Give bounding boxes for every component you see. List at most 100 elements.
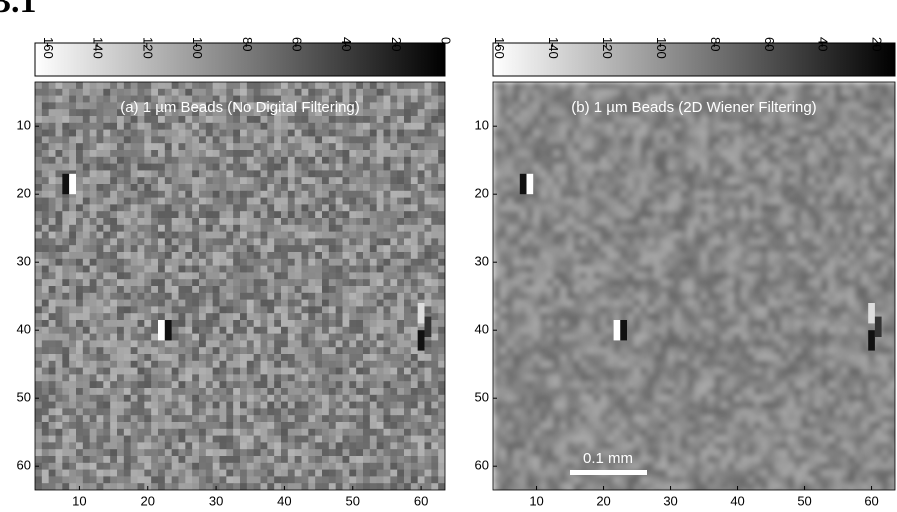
pixel (124, 490, 131, 497)
pixel (356, 469, 364, 477)
pixel (96, 476, 104, 484)
pixel (48, 374, 56, 382)
pixel (103, 408, 111, 416)
pixel (151, 442, 159, 450)
pixel (96, 449, 104, 457)
pixel (233, 143, 241, 151)
pixel (445, 300, 452, 307)
pixel (322, 415, 330, 423)
pixel (727, 95, 735, 103)
pixel (144, 354, 152, 362)
pixel (424, 184, 432, 192)
pixel (322, 469, 330, 477)
pixel (89, 109, 97, 117)
pixel (466, 347, 473, 354)
pixel (376, 415, 384, 423)
pixel (424, 483, 432, 490)
pixel (539, 129, 548, 137)
pixel (199, 150, 207, 158)
pixel (117, 82, 125, 90)
pixel (219, 313, 227, 321)
pixel (342, 313, 350, 321)
pixel (199, 184, 207, 192)
pixel (287, 354, 296, 362)
pixel (144, 456, 152, 464)
pixel (260, 102, 268, 110)
pixel (253, 320, 261, 328)
pixel (96, 116, 104, 124)
pixel (212, 231, 220, 239)
pixel (301, 422, 309, 430)
pixel (48, 469, 56, 477)
pixel (117, 156, 125, 165)
pixel (459, 463, 466, 470)
pixel (267, 95, 275, 103)
pixel (219, 129, 227, 137)
pixel (185, 388, 193, 396)
pixel (246, 435, 255, 443)
pixel (667, 143, 675, 151)
pixel (841, 156, 849, 165)
pixel (82, 252, 91, 260)
pixel (89, 360, 97, 369)
pixel (205, 88, 214, 97)
pixel (69, 462, 77, 471)
pixel (363, 204, 371, 212)
pixel (431, 286, 439, 294)
pixel (82, 197, 91, 205)
pixel (41, 143, 50, 151)
pixel (356, 95, 364, 103)
pixel (410, 143, 419, 151)
pixel (48, 299, 56, 307)
pixel (620, 143, 628, 151)
pixel (240, 286, 248, 294)
pixel (96, 299, 104, 307)
pixel (185, 252, 193, 260)
pixel (404, 231, 412, 239)
pixel (89, 469, 97, 477)
pixel (445, 143, 452, 150)
pixel (397, 170, 405, 178)
pixel (192, 374, 200, 382)
pixel (171, 435, 179, 443)
pixel (349, 333, 357, 341)
pixel (315, 367, 323, 375)
pixel (151, 279, 159, 287)
pixel (287, 292, 296, 301)
pixel (226, 211, 234, 219)
pixel (335, 190, 343, 199)
pixel (103, 224, 111, 233)
pixel (123, 156, 132, 165)
pixel (219, 449, 227, 457)
pixel (294, 122, 302, 131)
pixel (110, 252, 118, 260)
pixel (526, 102, 534, 110)
pixel (35, 354, 43, 362)
pixel (410, 163, 419, 171)
pixel (606, 82, 615, 90)
pixel (178, 462, 186, 471)
pixel (171, 82, 179, 90)
pixel (240, 462, 248, 471)
pixel (302, 490, 309, 497)
pixel (212, 265, 220, 273)
pixel (720, 150, 728, 158)
pixel (240, 401, 248, 409)
pixel (48, 435, 56, 443)
pixel (226, 102, 234, 110)
pixel (445, 184, 452, 191)
pixel (397, 224, 405, 233)
pixel (212, 95, 220, 103)
pixel (41, 381, 50, 389)
pixel (404, 476, 412, 484)
pixel (226, 401, 234, 409)
pixel (192, 252, 200, 260)
pixel (417, 374, 425, 382)
pixel (397, 245, 405, 253)
pixel (740, 163, 749, 171)
pixel (130, 156, 138, 165)
pixel (452, 306, 459, 313)
pixel (573, 156, 581, 165)
pixel (185, 422, 193, 430)
pixel (445, 402, 452, 409)
